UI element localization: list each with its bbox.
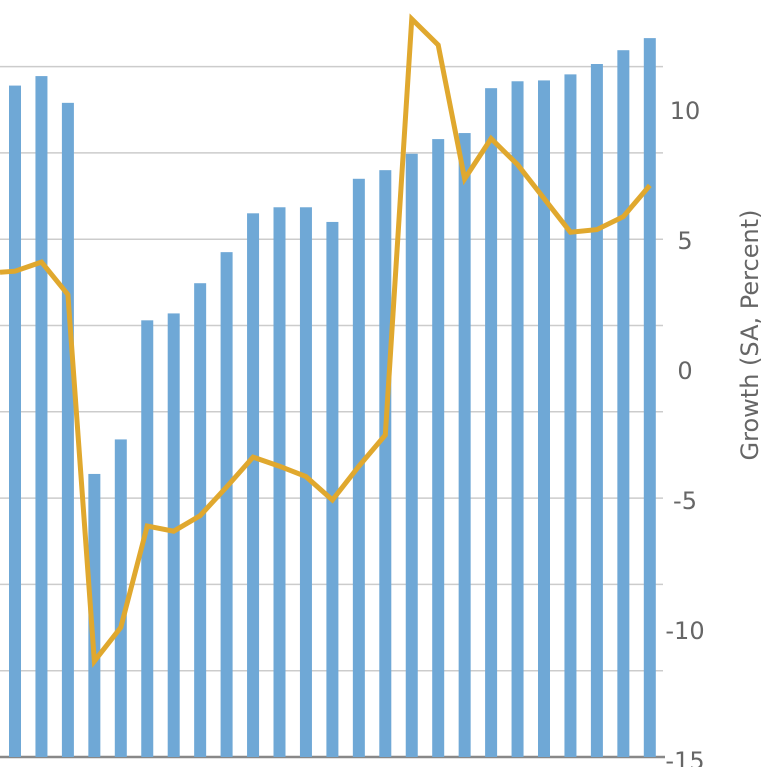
- bar: [564, 74, 577, 757]
- bar: [617, 50, 630, 757]
- bar: [35, 76, 48, 757]
- bar: [590, 64, 603, 758]
- bar: [299, 207, 312, 758]
- right-tick-label: -10: [665, 617, 704, 645]
- bar: [141, 320, 154, 757]
- right-tick-label: -5: [673, 487, 697, 515]
- bar: [61, 102, 74, 757]
- bar: [643, 38, 656, 758]
- bar: [511, 81, 524, 758]
- bar: [194, 283, 207, 757]
- right-tick-label: 10: [670, 97, 701, 125]
- bar: [405, 153, 418, 757]
- bar: [458, 133, 471, 757]
- bar: [88, 473, 101, 757]
- bar: [167, 313, 180, 757]
- bar: [247, 213, 260, 757]
- bar: [326, 221, 339, 757]
- right-tick-label: 0: [677, 357, 692, 385]
- bar: [220, 252, 233, 757]
- bar: [538, 80, 550, 757]
- bar: [9, 85, 21, 757]
- growth-line: [0, 13, 652, 668]
- right-tick-label: -15: [665, 747, 704, 767]
- bar-series: [9, 38, 656, 758]
- right-axis-ticks: 10 5 0 -5 -10 -15: [665, 97, 704, 767]
- bar: [432, 139, 445, 758]
- bar: [379, 170, 392, 757]
- right-axis-label: Growth (SA, Percent): [736, 210, 764, 461]
- bar: [273, 207, 286, 758]
- bar: [114, 439, 127, 757]
- right-tick-label: 5: [677, 227, 692, 255]
- line-series: [0, 13, 652, 668]
- bar: [485, 88, 498, 758]
